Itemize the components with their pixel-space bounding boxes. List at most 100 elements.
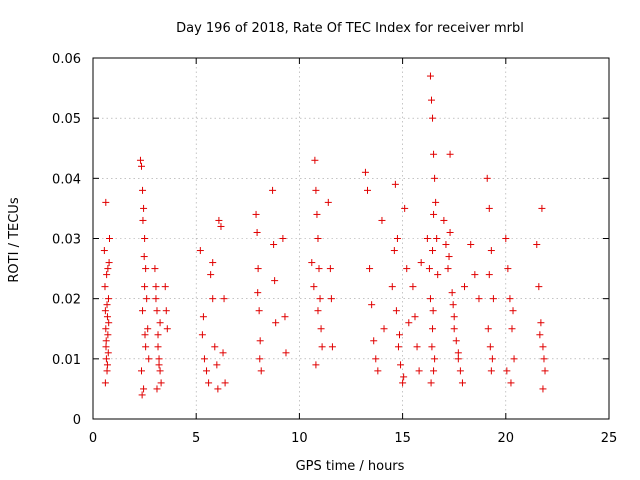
data-point (314, 235, 322, 242)
x-axis-label: GPS time / hours (296, 459, 405, 474)
data-point (508, 325, 516, 333)
data-point (461, 283, 469, 291)
data-point (209, 259, 217, 267)
data-point (489, 295, 497, 303)
x-tick-label: 10 (291, 431, 308, 446)
data-point (399, 379, 407, 387)
data-point (141, 283, 149, 291)
data-point (364, 186, 372, 194)
data-point (104, 349, 112, 357)
data-point (219, 349, 227, 357)
data-point (105, 259, 113, 267)
data-point (315, 265, 323, 273)
data-point (430, 210, 438, 218)
data-point (312, 361, 320, 369)
data-point (372, 355, 380, 363)
data-point (392, 307, 400, 315)
data-point (100, 247, 108, 255)
data-point (155, 361, 163, 369)
data-point (488, 355, 496, 363)
data-point (536, 331, 544, 339)
data-point (257, 367, 265, 375)
data-point (430, 150, 438, 158)
data-point (101, 307, 109, 315)
y-axis-label: ROTI / TECUs (7, 197, 22, 282)
data-point (103, 313, 111, 321)
data-point (449, 301, 457, 309)
data-point (374, 367, 382, 375)
data-point (105, 319, 113, 327)
data-point (405, 319, 413, 327)
data-point (139, 216, 147, 224)
data-point (413, 343, 421, 351)
y-tick-label: 0 (73, 413, 81, 428)
data-point (313, 210, 321, 218)
data-point (411, 313, 419, 321)
data-point (328, 343, 336, 351)
data-point (161, 283, 169, 291)
y-tick-label: 0.05 (52, 112, 81, 127)
data-point (207, 271, 215, 279)
data-point (540, 355, 548, 363)
data-point (486, 343, 494, 351)
data-point (104, 331, 112, 339)
data-point (485, 204, 493, 212)
x-tick-label: 0 (89, 431, 97, 446)
data-point (217, 222, 225, 230)
data-point (312, 186, 320, 194)
y-tick-label: 0.04 (52, 172, 81, 187)
data-point (539, 343, 547, 351)
data-point (140, 204, 148, 212)
data-point (281, 313, 289, 321)
data-point (157, 379, 165, 387)
data-point (318, 343, 326, 351)
grid-lines (93, 58, 609, 419)
data-point (393, 235, 401, 242)
data-point (102, 337, 110, 345)
data-point (446, 228, 454, 236)
data-point (102, 325, 110, 333)
data-point (103, 361, 111, 369)
data-point (271, 277, 279, 285)
data-point (452, 337, 460, 345)
x-tick-label: 20 (498, 431, 515, 446)
data-point (502, 235, 510, 242)
plot-frame (92, 57, 610, 420)
data-point (429, 114, 437, 122)
data-point (143, 295, 151, 303)
data-point (430, 367, 438, 375)
data-point (370, 337, 378, 345)
data-point (484, 325, 492, 333)
data-point (156, 319, 164, 327)
data-point (254, 289, 262, 297)
x-tick-labels: 0 5 10 15 20 25 (89, 431, 617, 446)
data-point (103, 367, 111, 375)
data-point (255, 307, 263, 315)
data-point (104, 295, 112, 303)
data-point (104, 265, 112, 273)
data-point (537, 319, 545, 327)
data-point (454, 355, 462, 363)
data-point (211, 343, 219, 351)
data-point (203, 367, 211, 375)
data-point (429, 307, 437, 315)
data-point (324, 198, 332, 206)
data-point (431, 174, 439, 182)
data-point (442, 241, 450, 249)
data-point (103, 301, 111, 309)
data-point (445, 253, 453, 261)
data-point (396, 331, 404, 339)
data-point (380, 325, 388, 333)
data-point (327, 295, 335, 303)
data-point (142, 343, 150, 351)
data-point (507, 379, 515, 387)
data-point (541, 367, 549, 375)
data-point (503, 367, 511, 375)
data-point (368, 301, 376, 309)
data-point (220, 295, 228, 303)
data-point (487, 247, 495, 255)
data-point (256, 337, 264, 345)
data-point (136, 156, 144, 164)
data-point (533, 241, 541, 249)
